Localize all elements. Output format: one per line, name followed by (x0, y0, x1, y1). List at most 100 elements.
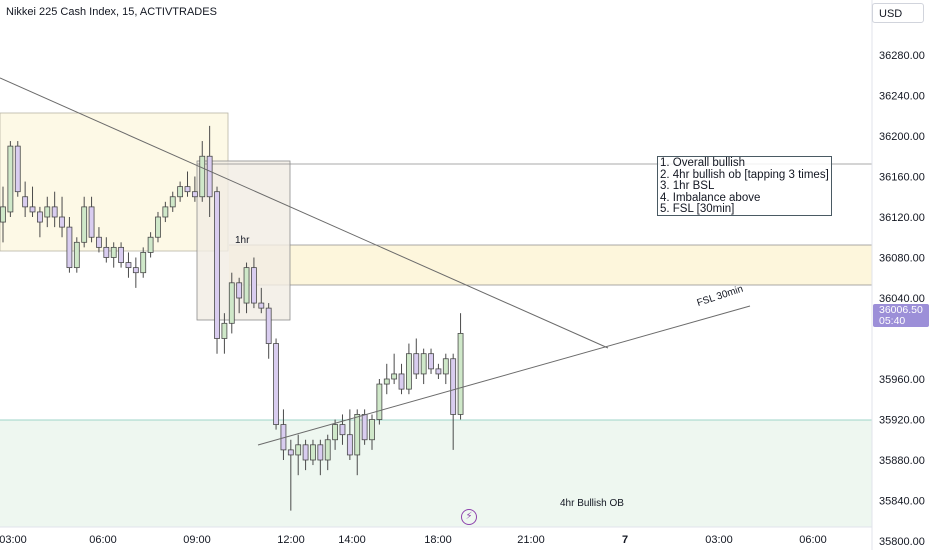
bearish-candle (435, 368, 442, 375)
last-price: 36006.50 (879, 304, 923, 316)
price-tick-label: 35800.00 (879, 536, 925, 548)
price-tick-label: 36120.00 (879, 212, 925, 224)
price-tick-label: 36280.00 (879, 50, 925, 62)
bullish-candle (383, 378, 390, 385)
bearish-candle (191, 191, 198, 198)
bearish-candle (206, 155, 213, 198)
bullish-candle (110, 246, 117, 258)
time-tick-label: 09:00 (183, 534, 211, 546)
price-tick-label: 36160.00 (879, 172, 925, 184)
time-tick-label: 7 (622, 534, 628, 546)
price-tick-label: 36040.00 (879, 293, 925, 305)
price-tick-label: 36200.00 (879, 131, 925, 143)
bearish-candle (59, 216, 65, 228)
bullish-candle (310, 444, 316, 461)
bullish-candle (162, 206, 169, 218)
time-tick-label: 03:00 (705, 534, 733, 546)
bearish-candle (428, 353, 434, 370)
bullish-candle (0, 206, 6, 223)
bearish-candle (265, 307, 272, 344)
bullish-candle (442, 358, 449, 375)
bullish-candle (228, 282, 235, 324)
time-tick-label: 03:00 (0, 534, 27, 546)
bearish-candle (96, 236, 102, 248)
bearish-candle (88, 206, 95, 238)
bullish-candle (391, 373, 398, 380)
annotation-line: 5. FSL [30min] (660, 203, 735, 216)
bearish-candle (22, 196, 29, 208)
bearish-candle (184, 186, 191, 193)
bearish-candle (29, 206, 36, 213)
bullish-candle (155, 216, 161, 238)
bearish-candle (66, 226, 73, 269)
bearish-candle (339, 424, 346, 436)
trend-layer (0, 77, 751, 446)
candles-layer (0, 125, 464, 511)
time-tick-label: 06:00 (89, 534, 117, 546)
bearish-candle (346, 434, 353, 456)
annotation-line: 1. Overall bullish (660, 157, 746, 169)
bullish-candle (420, 353, 427, 375)
time-tick-label: 06:00 (799, 534, 827, 546)
one-hr-label: 1hr (235, 235, 250, 246)
zones-layer (0, 112, 872, 527)
price-tick-label: 35840.00 (879, 496, 925, 508)
price-axis[interactable]: 36280.00 36240.00 36200.00 36160.00 36120.00… (879, 50, 925, 548)
time-tick-label: 12:00 (277, 534, 305, 546)
bullish-candle (169, 196, 176, 208)
bullish-candle (44, 206, 51, 218)
bearish-candle (214, 191, 220, 339)
time-tick-label: 21:00 (517, 534, 545, 546)
bullish-candle (457, 333, 464, 415)
time-axis[interactable]: 03:00 06:00 09:00 12:00 14:00 18:00 21:00 7 03:0… (0, 534, 827, 546)
bullish-candle (332, 424, 339, 441)
time-tick-label: 18:00 (424, 534, 452, 546)
bearish-candle (287, 449, 294, 456)
lightning-icon[interactable]: ⚡ (461, 509, 477, 525)
bearish-candle (273, 343, 279, 425)
bearish-candle (450, 358, 457, 415)
bullish-candle (324, 439, 331, 461)
bearish-candle (37, 211, 43, 223)
bullish-candle (73, 241, 80, 269)
bearish-candle (413, 353, 420, 375)
bullish-candle (199, 155, 206, 198)
imbalance-zone (229, 245, 872, 285)
bullish-candle (354, 414, 361, 456)
bullish-candle (243, 267, 250, 304)
bullish-candle (405, 353, 412, 390)
currency-button[interactable]: USD (872, 3, 924, 23)
bullish-ob-zone (0, 420, 872, 527)
price-tick-label: 35960.00 (879, 374, 925, 386)
annotation-line: 4. Imbalance above (660, 191, 761, 204)
bullish-candle (369, 419, 375, 441)
annotation-line: 2. 4hr bullish ob [tapping 3 times] (660, 168, 829, 181)
time-tick-label: 14:00 (338, 534, 366, 546)
bullish-candle (295, 444, 302, 456)
bearish-candle (398, 373, 405, 390)
range-box (0, 112, 229, 252)
annotation-box[interactable]: 1. Overall bullish 2. 4hr bullish ob [ta… (657, 156, 832, 216)
bearish-candle (118, 246, 124, 263)
price-tick-label: 36240.00 (879, 91, 925, 103)
bearish-candle (317, 444, 324, 461)
symbol-title: Nikkei 225 Cash Index, 15, ACTIVTRADES (6, 6, 217, 18)
bearish-candle (361, 414, 368, 441)
bearish-candle (103, 246, 110, 258)
bearish-candle (302, 444, 309, 461)
bearish-candle (258, 302, 265, 309)
bearish-candle (51, 206, 58, 218)
bar-countdown: 05:40 (879, 315, 906, 327)
bearish-candle (236, 282, 243, 299)
bullish-candle (221, 322, 228, 339)
last-price-tag: 36006.50 05:40 (873, 304, 929, 327)
bearish-candle (132, 267, 139, 274)
bullish-candle (81, 206, 88, 243)
bullish-candle (376, 383, 383, 420)
bullish-candle (147, 236, 154, 253)
price-tick-label: 35880.00 (879, 455, 925, 467)
bearish-candle (125, 262, 132, 269)
bearish-candle (251, 267, 257, 304)
price-tick-label: 36080.00 (879, 253, 925, 265)
